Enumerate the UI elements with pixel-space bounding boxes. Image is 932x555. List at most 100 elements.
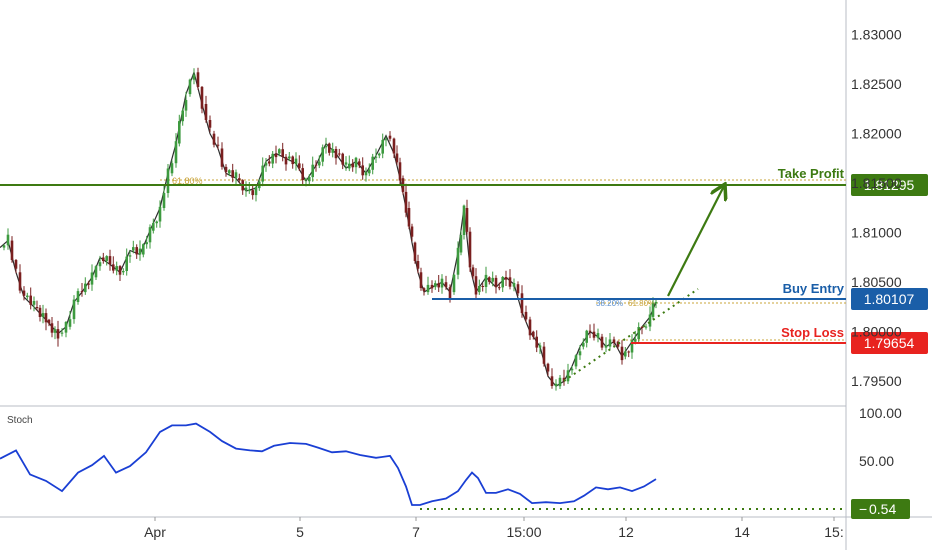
candle-bullish	[261, 165, 264, 182]
candle-bearish	[212, 133, 216, 145]
candle-bullish	[234, 172, 238, 178]
candle-bearish	[562, 377, 566, 382]
candle-bullish	[608, 339, 612, 347]
candle-bearish	[284, 156, 288, 165]
candle-bearish	[481, 286, 484, 287]
candle-bearish	[437, 283, 440, 288]
candle-bullish	[478, 286, 481, 293]
candle-bullish	[604, 345, 608, 348]
candle-bullish	[440, 278, 444, 288]
candle-bullish	[264, 162, 268, 166]
candle-bearish	[268, 161, 271, 164]
candle-bullish	[60, 332, 64, 334]
candle-bullish	[331, 149, 334, 153]
price-tick-label: 1.80000	[851, 324, 902, 340]
price-tick-label: 1.81000	[851, 225, 902, 241]
candle-bullish	[184, 100, 188, 111]
candle-bullish	[244, 187, 248, 191]
price-tick-label: 1.82500	[851, 76, 902, 92]
candle-bearish	[640, 327, 644, 328]
candle-bullish	[648, 314, 652, 327]
candle-bearish	[392, 138, 396, 154]
candle-bearish	[535, 336, 538, 348]
candle-bearish	[448, 287, 452, 299]
candle-bearish	[112, 264, 115, 271]
candle-bullish	[128, 255, 132, 257]
candle-bearish	[47, 319, 51, 324]
candle-bearish	[351, 163, 354, 168]
candle-bullish	[484, 274, 488, 287]
candle-bullish	[94, 266, 98, 278]
candle-bullish	[384, 139, 388, 141]
candle-bullish	[574, 355, 578, 367]
candle-bearish	[87, 283, 90, 285]
candle-bearish	[334, 149, 338, 159]
take-profit-value: 1.81295	[864, 177, 915, 193]
candle-bullish	[2, 245, 6, 248]
candle-bullish	[294, 158, 298, 165]
candle-bullish	[456, 247, 460, 275]
candle-bearish	[550, 376, 554, 386]
price-tick-label: 1.79500	[851, 373, 902, 389]
candle-bearish	[504, 277, 508, 280]
fib-label-top: 61.80%	[172, 176, 203, 186]
candle-bearish	[80, 291, 84, 293]
candle-bullish	[228, 170, 231, 174]
candle-bearish	[216, 144, 220, 146]
candle-bearish	[358, 161, 361, 166]
candle-bullish	[434, 283, 437, 288]
time-label-1500: 15:00	[506, 524, 541, 540]
candle-bearish	[404, 191, 408, 213]
candle-bullish	[570, 368, 574, 371]
candle-bearish	[38, 307, 42, 317]
candle-bullish	[582, 342, 585, 347]
stoch-current-value: 0.54	[869, 501, 896, 517]
candle-bearish	[314, 164, 318, 166]
candle-bullish	[624, 351, 627, 357]
candle-bullish	[132, 247, 135, 251]
candle-bullish	[138, 248, 142, 255]
candle-bullish	[105, 256, 108, 261]
candle-bearish	[298, 163, 301, 169]
candle-bullish	[321, 147, 324, 162]
candle-bearish	[516, 284, 520, 294]
candle-bearish	[592, 331, 596, 338]
candle-bullish	[426, 284, 430, 293]
candle-bullish	[166, 168, 170, 193]
candle-bearish	[208, 120, 212, 128]
fib-label-mid: 38.20%	[596, 299, 623, 308]
candle-bullish	[452, 274, 456, 293]
candle-bearish	[488, 277, 491, 282]
candle-bullish	[188, 79, 192, 95]
candle-bullish	[64, 322, 68, 333]
candle-bullish	[308, 177, 311, 182]
candle-bearish	[108, 256, 112, 265]
candle-bullish	[354, 157, 358, 168]
candle-bearish	[341, 153, 344, 165]
candle-bearish	[468, 231, 472, 268]
time-axis: Apr 5 7 15:00 12 14 15:	[144, 517, 844, 540]
candle-bullish	[148, 227, 152, 243]
candle-bearish	[135, 247, 138, 255]
candle-bearish	[10, 240, 14, 260]
candle-bearish	[422, 288, 426, 291]
candle-bearish	[18, 272, 22, 291]
candle-bullish	[41, 313, 45, 317]
candle-bearish	[281, 149, 284, 157]
candle-bearish	[620, 346, 624, 361]
candle-bearish	[407, 208, 411, 227]
candle-bearish	[410, 226, 414, 237]
candle-bullish	[174, 141, 178, 164]
candle-bullish	[637, 327, 640, 340]
candle-bullish	[90, 272, 94, 285]
candle-bearish	[416, 261, 420, 269]
candle-bearish	[361, 165, 364, 176]
candle-bearish	[430, 284, 434, 289]
candle-bearish	[196, 72, 200, 87]
candle-bearish	[204, 104, 208, 120]
candle-bullish	[462, 205, 466, 235]
candle-bullish	[585, 330, 588, 343]
candle-bearish	[395, 153, 399, 163]
